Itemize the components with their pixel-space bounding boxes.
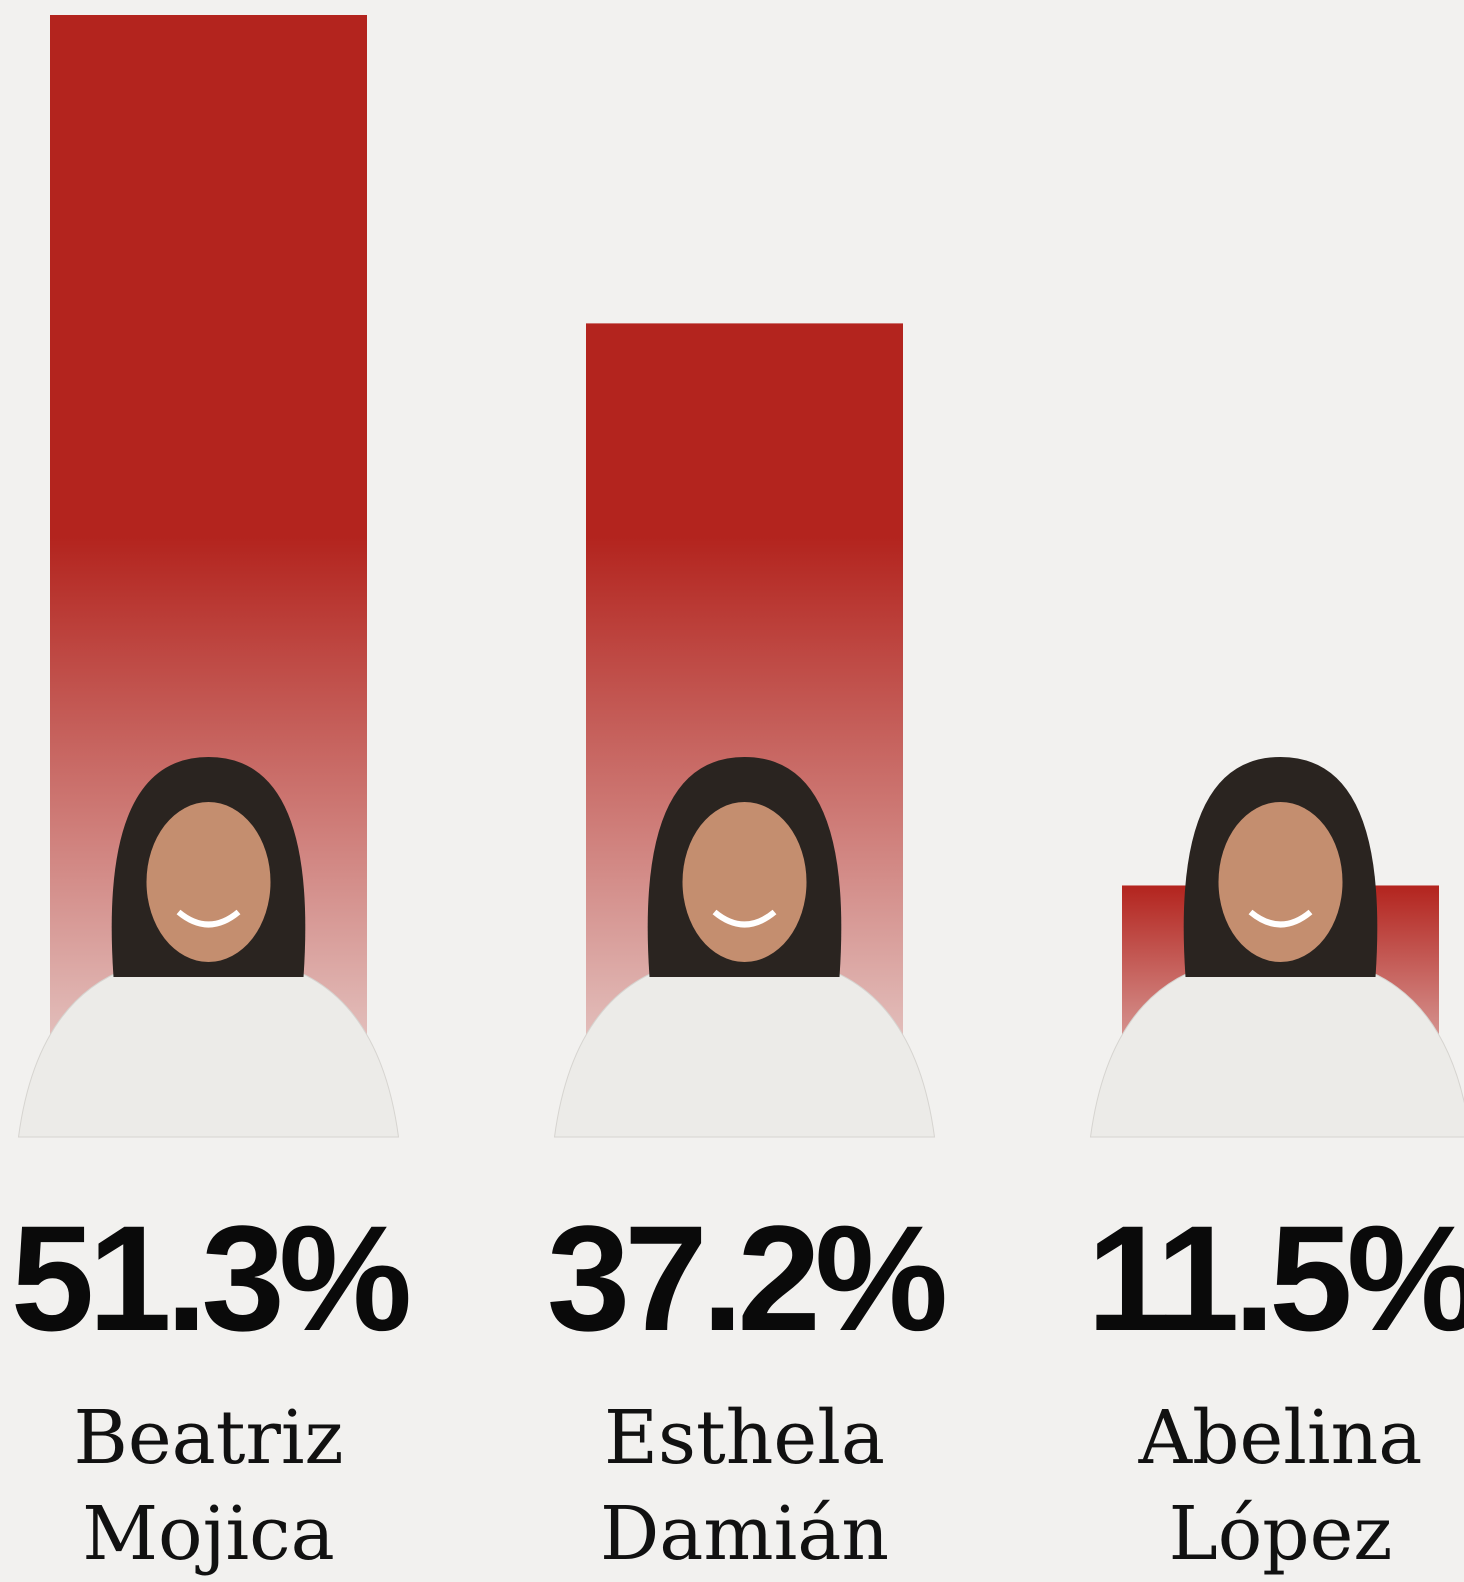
- candidate-name: Esthela Damián: [535, 1390, 955, 1582]
- face: [1219, 802, 1343, 962]
- value-label: 11.5%: [1087, 1194, 1464, 1362]
- face: [683, 802, 807, 962]
- face: [147, 802, 271, 962]
- value-label: 51.3%: [11, 1194, 409, 1362]
- candidate-name: Beatriz Mojica: [0, 1390, 419, 1582]
- value-label: 37.2%: [547, 1194, 945, 1362]
- candidate-name: Abelina López: [1071, 1390, 1464, 1582]
